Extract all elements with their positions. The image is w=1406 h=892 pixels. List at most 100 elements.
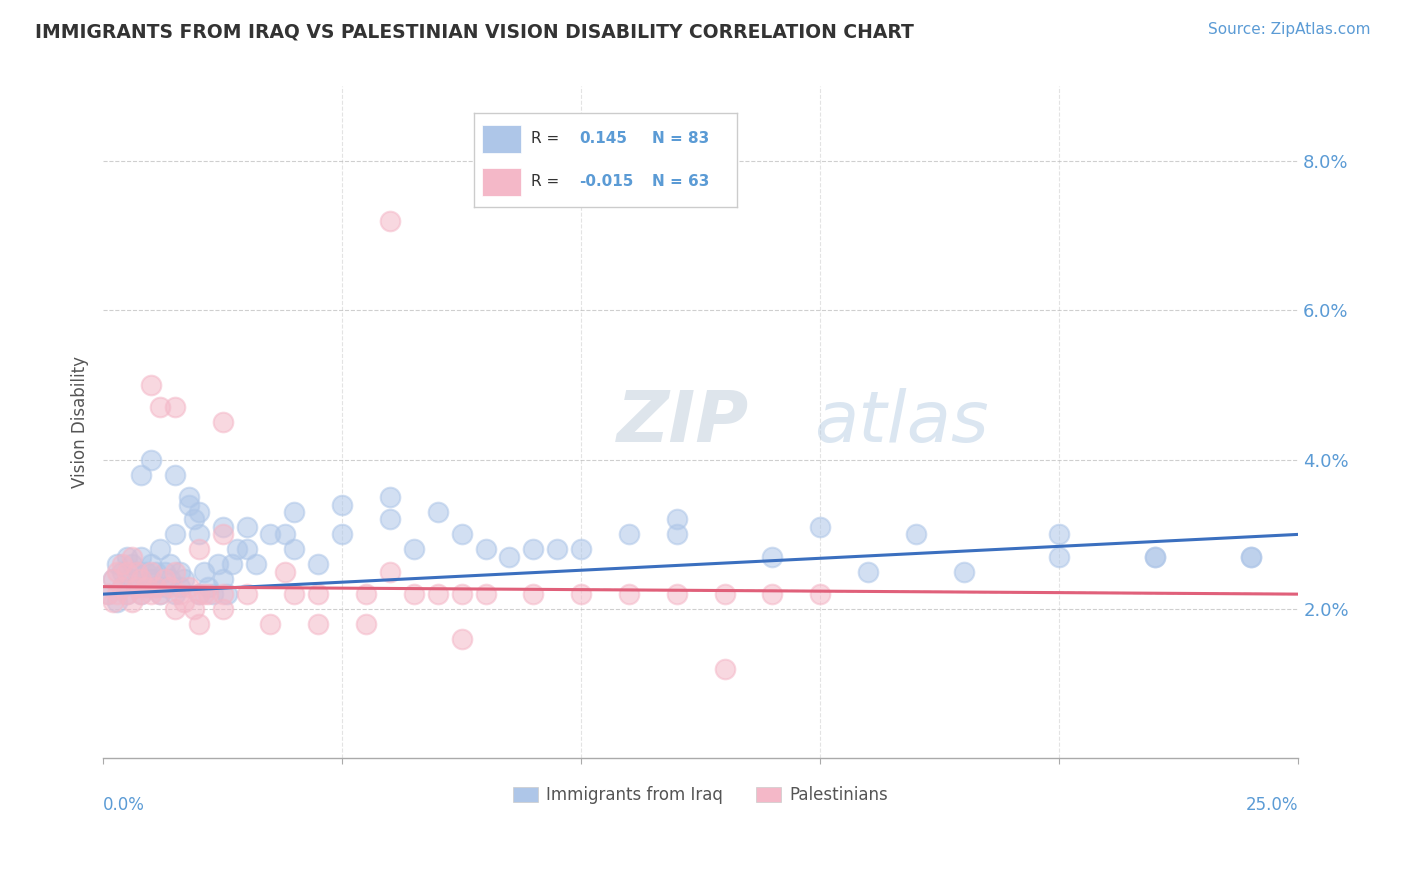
Point: [135, 565, 157, 579]
Point: [330, 498, 353, 512]
Legend: Immigrants from Iraq, Palestinians: Immigrants from Iraq, Palestinians: [506, 780, 896, 811]
Point: [546, 542, 568, 557]
Point: [183, 602, 205, 616]
Point: [193, 587, 215, 601]
Point: [139, 565, 162, 579]
Point: [169, 565, 191, 579]
Point: [354, 587, 377, 601]
Point: [952, 565, 974, 579]
Point: [378, 213, 401, 227]
Point: [1143, 549, 1166, 564]
Point: [187, 587, 209, 601]
Point: [498, 549, 520, 564]
Point: [522, 542, 544, 557]
Point: [307, 617, 329, 632]
Point: [378, 512, 401, 526]
Point: [378, 490, 401, 504]
Point: [617, 587, 640, 601]
Point: [1239, 549, 1261, 564]
Point: [163, 401, 186, 415]
Point: [474, 587, 496, 601]
Point: [207, 558, 229, 572]
Point: [163, 587, 186, 601]
Point: [107, 587, 129, 601]
Point: [211, 572, 233, 586]
Point: [101, 572, 124, 586]
Point: [274, 527, 297, 541]
Point: [183, 512, 205, 526]
Point: [211, 602, 233, 616]
Point: [169, 580, 191, 594]
Point: [179, 580, 201, 594]
Point: [283, 505, 305, 519]
Point: [187, 587, 209, 601]
Point: [761, 549, 783, 564]
Point: [125, 565, 148, 579]
Point: [378, 565, 401, 579]
Point: [107, 565, 129, 579]
Point: [149, 587, 172, 601]
Point: [159, 572, 181, 586]
Point: [163, 565, 186, 579]
Point: [121, 558, 143, 572]
Point: [426, 505, 449, 519]
Point: [145, 580, 167, 594]
Point: [211, 587, 233, 601]
Point: [115, 565, 138, 579]
Point: [163, 467, 186, 482]
Point: [197, 580, 219, 594]
Point: [135, 580, 157, 594]
Point: [259, 527, 281, 541]
Point: [131, 587, 153, 601]
Point: [139, 572, 162, 586]
Point: [139, 587, 162, 601]
Point: [187, 527, 209, 541]
Point: [197, 587, 219, 601]
Point: [808, 520, 831, 534]
Text: ZIP: ZIP: [617, 388, 749, 457]
Point: [307, 587, 329, 601]
Point: [307, 558, 329, 572]
Point: [159, 558, 181, 572]
Point: [139, 378, 162, 392]
Point: [211, 520, 233, 534]
Point: [426, 587, 449, 601]
Text: IMMIGRANTS FROM IRAQ VS PALESTINIAN VISION DISABILITY CORRELATION CHART: IMMIGRANTS FROM IRAQ VS PALESTINIAN VISI…: [35, 22, 914, 41]
Point: [274, 565, 297, 579]
Point: [121, 572, 143, 586]
Point: [97, 587, 120, 601]
Point: [761, 587, 783, 601]
Point: [211, 416, 233, 430]
Point: [450, 632, 472, 646]
Point: [149, 587, 172, 601]
Point: [474, 542, 496, 557]
Point: [159, 580, 181, 594]
Point: [202, 587, 225, 601]
Point: [187, 542, 209, 557]
Point: [125, 580, 148, 594]
Point: [179, 498, 201, 512]
Point: [235, 520, 257, 534]
Point: [101, 594, 124, 608]
Point: [330, 527, 353, 541]
Point: [713, 662, 735, 676]
Point: [155, 565, 177, 579]
Point: [121, 594, 143, 608]
Point: [245, 558, 267, 572]
Point: [617, 527, 640, 541]
Point: [221, 558, 243, 572]
Point: [1047, 527, 1070, 541]
Text: 0.0%: 0.0%: [103, 796, 145, 814]
Point: [111, 580, 134, 594]
Point: [125, 580, 148, 594]
Y-axis label: Vision Disability: Vision Disability: [72, 357, 89, 489]
Point: [131, 572, 153, 586]
Point: [665, 527, 688, 541]
Point: [187, 505, 209, 519]
Point: [808, 587, 831, 601]
Point: [179, 490, 201, 504]
Point: [115, 549, 138, 564]
Point: [665, 587, 688, 601]
Point: [149, 401, 172, 415]
Point: [522, 587, 544, 601]
